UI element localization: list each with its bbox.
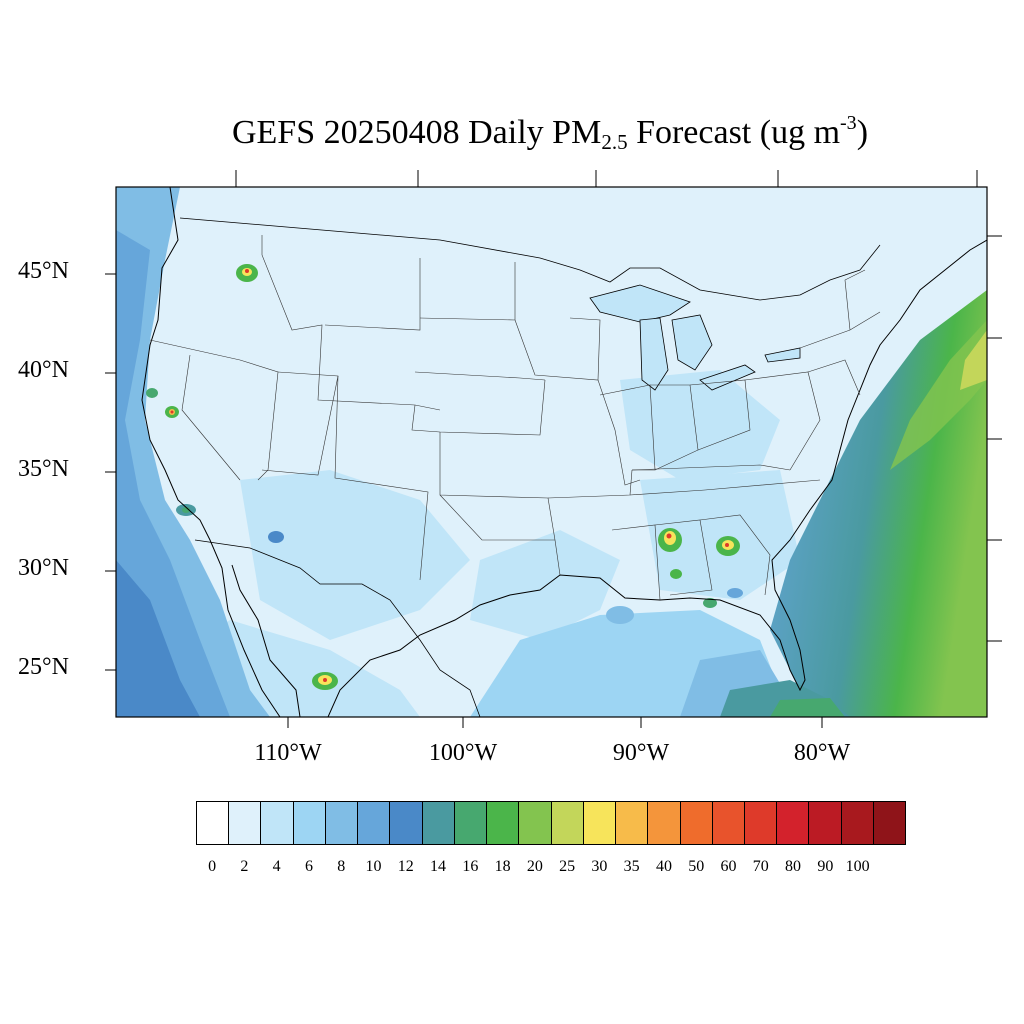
colorbar-tick-label: 50 [688, 858, 705, 875]
map-title: GEFS 20250408 Daily PM2.5 Forecast (ug m… [0, 112, 1024, 155]
lake-michigan [639, 317, 669, 391]
colorbar-swatch [422, 802, 455, 844]
hotspot-n-california [146, 388, 179, 418]
title-prefix: GEFS 20250408 Daily PM [231, 114, 602, 151]
colorbar-tick-label: 70 [752, 858, 769, 875]
colorbar-tick-label: 6 [304, 858, 313, 875]
colorbar-tick-label: 16 [462, 858, 479, 875]
colorbar-tick-label: 30 [591, 858, 608, 875]
title-suffix: ) [856, 114, 869, 151]
map-frame [115, 186, 988, 718]
colorbar-tick-label: 2 [240, 858, 249, 875]
lon-label-110w: 110°W [254, 740, 322, 766]
lake-ontario [764, 347, 801, 363]
atlantic-plume-green [890, 320, 987, 470]
colorbar-swatch [873, 802, 906, 844]
colorbar-tick-label: 10 [365, 858, 382, 875]
colorbar-tick-label: 100 [845, 858, 870, 875]
colorbar-tick-label: 8 [337, 858, 346, 875]
colorbar-tick-label: 12 [397, 858, 414, 875]
colorbar-tick-label: 60 [720, 858, 737, 875]
southwest-field [240, 470, 470, 640]
colorbar-tick-label: 18 [494, 858, 511, 875]
colorbar-tick-label: 25 [559, 858, 576, 875]
state-borders [149, 235, 881, 601]
title-middle: Forecast (ug m [627, 114, 841, 151]
colorbar-tick-label: 40 [655, 858, 672, 875]
colorbar-swatch [841, 802, 874, 844]
colorbar-swatch [777, 802, 810, 844]
colorbar-swatch [454, 802, 488, 844]
map-field [116, 187, 987, 717]
lat-label-40n: 40°N [18, 357, 69, 383]
title-subscript: 2.5 [601, 130, 628, 154]
colorbar-swatch [583, 802, 617, 844]
colorbar-tick-label: 35 [623, 858, 640, 875]
hotspot-idaho [236, 264, 258, 282]
colorbar-swatch [390, 802, 423, 844]
colorbar-swatch [325, 802, 359, 844]
colorbar-swatch [744, 802, 778, 844]
hotspot-mexico [312, 672, 338, 690]
lake-huron [671, 314, 713, 371]
hotspot-mississippi [658, 528, 682, 579]
colorbar-swatch [809, 802, 842, 844]
axis-ticks [105, 170, 1002, 728]
colorbar-tick-label: 80 [785, 858, 802, 875]
caribbean-plume-green [770, 698, 845, 717]
lon-label-100w: 100°W [428, 740, 498, 766]
colorbar-swatch [551, 802, 584, 844]
colorbar-swatch [712, 802, 745, 844]
colorbar-swatch [648, 802, 681, 844]
colorbar-tick-label: 20 [526, 858, 543, 875]
colorbar-swatch [519, 802, 552, 844]
hotspot-georgia [716, 536, 740, 556]
colorbar-swatch [680, 802, 713, 844]
colorbar-swatch [229, 802, 262, 844]
colorbar-swatch [487, 802, 520, 844]
colorbar-tick-label: 90 [817, 858, 834, 875]
lat-label-45n: 45°N [18, 258, 69, 284]
lake-superior [589, 284, 691, 323]
lat-label-25n: 25°N [18, 654, 69, 680]
colorbar-swatch [293, 802, 326, 844]
coastline [141, 187, 987, 717]
lake-erie [699, 364, 756, 391]
title-superscript: -3 [840, 112, 857, 134]
lat-label-30n: 30°N [18, 555, 69, 581]
colorbar-tick-label: 0 [208, 858, 217, 875]
midwest-field [620, 370, 780, 480]
southeast-field [640, 470, 800, 600]
hotspot-florida [606, 588, 743, 624]
colorbar-swatch [261, 802, 294, 844]
colorbar-tick-label: 4 [272, 858, 281, 875]
colorbar-swatch [616, 802, 649, 844]
lat-label-35n: 35°N [18, 456, 69, 482]
hotspot-arizona [268, 531, 284, 543]
mexico-border [194, 539, 481, 717]
colorbar [196, 801, 906, 845]
canada-border [179, 217, 881, 301]
colorbar-swatch [197, 802, 230, 844]
lon-label-80w: 80°W [793, 740, 851, 766]
colorbar-swatch [358, 802, 391, 844]
lon-label-90w: 90°W [612, 740, 670, 766]
atlantic-plume-yellow [960, 330, 987, 390]
pacific-deep [116, 560, 200, 717]
mexico-field [200, 620, 420, 717]
colorbar-tick-label: 14 [430, 858, 447, 875]
texas-field [470, 530, 620, 640]
